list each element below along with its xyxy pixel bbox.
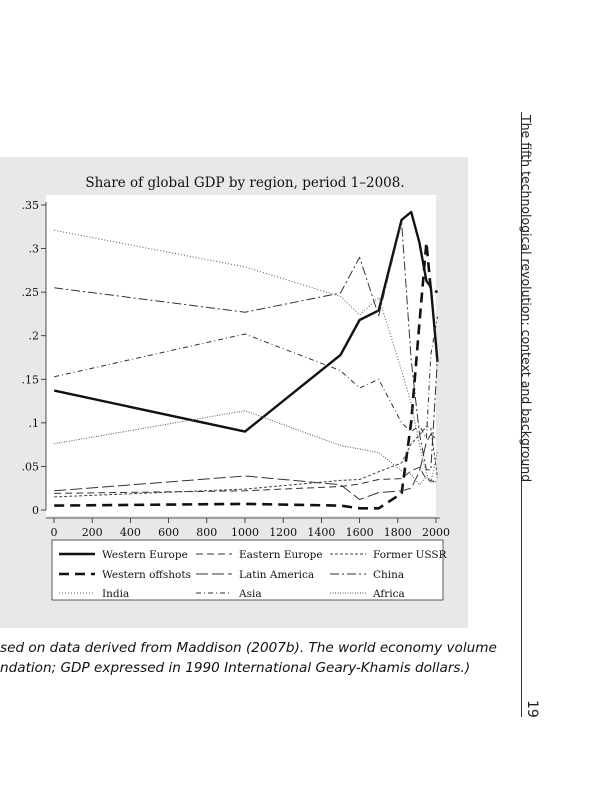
series-line-china <box>54 221 438 471</box>
legend-label: Asia <box>238 588 262 600</box>
series-line-western-offshots <box>54 241 438 510</box>
legend-label: Eastern Europe <box>239 549 323 561</box>
y-tick-label: .3 <box>29 243 40 256</box>
legend-box <box>51 539 444 601</box>
x-tick-label: 2000 <box>422 526 450 539</box>
x-tick-label: 1000 <box>231 526 259 539</box>
x-tick-label: 1400 <box>307 526 335 539</box>
running-head: The fifth technological revolution: cont… <box>519 115 534 483</box>
legend-label: Africa <box>372 588 405 600</box>
figure-caption-line-2: ndation; GDP expressed in 1990 Internati… <box>0 660 471 676</box>
series-line-eastern-europe <box>54 466 438 494</box>
legend-label: China <box>373 569 404 581</box>
x-tick-label: 1800 <box>384 526 412 539</box>
series-line-africa <box>54 410 438 486</box>
x-tick-label: 200 <box>82 526 103 539</box>
series-line-western-europe <box>53 210 439 433</box>
page-number: 19 <box>524 700 540 718</box>
legend-label: Former USSR <box>373 549 448 561</box>
series-line-asia <box>54 316 438 439</box>
legend-label: Latin America <box>239 569 314 581</box>
series-line-former-ussr <box>54 425 438 498</box>
series-line-latin-america <box>54 433 438 500</box>
series-line-india <box>54 229 438 484</box>
legend-label: Western offshots <box>102 569 191 581</box>
legend-label: India <box>102 588 129 600</box>
series-lines <box>53 210 439 510</box>
line-chart: Share of global GDP by region, period 1–… <box>22 175 450 601</box>
x-axis: 0 200 400 600 800 1000 1200 1400 1600 1800 2000 <box>46 517 450 539</box>
y-tick-label: .1 <box>29 417 40 430</box>
figure-caption-line-1: sed on data derived from Maddison (2007b… <box>0 640 497 656</box>
y-axis: 0 .05 .1 .15 .2 .25 .3 .35 <box>22 199 47 517</box>
x-tick-label: 1600 <box>346 526 374 539</box>
x-tick-label: 600 <box>158 526 179 539</box>
x-tick-label: 400 <box>120 526 141 539</box>
plot-area <box>46 195 436 516</box>
y-tick-label: 0 <box>32 504 39 517</box>
y-tick-label: .25 <box>22 286 40 299</box>
y-tick-label: .2 <box>29 330 40 343</box>
x-tick-label: 1200 <box>269 526 297 539</box>
x-tick-label: 800 <box>196 526 217 539</box>
legend-label: Western Europe <box>102 549 188 561</box>
legend: Western Europe Eastern Europe Former USSR W… <box>59 549 448 600</box>
y-tick-label: .35 <box>22 199 40 212</box>
margin-rule <box>521 112 522 717</box>
chart-title: Share of global GDP by region, period 1–… <box>85 175 404 191</box>
x-tick-label: 0 <box>51 526 58 539</box>
y-tick-label: .05 <box>22 460 40 473</box>
y-tick-label: .15 <box>22 373 40 386</box>
